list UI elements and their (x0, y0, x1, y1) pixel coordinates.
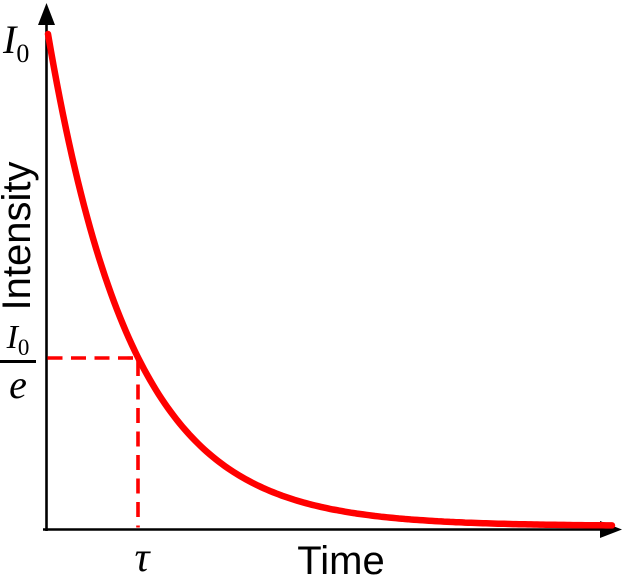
i0-label: I0 (3, 17, 29, 67)
fraction-denominator: e (9, 362, 27, 407)
fraction-numerator: I0 (0, 316, 36, 363)
i0-label-base: I (3, 17, 17, 62)
i0-label-subscript: 0 (16, 39, 30, 68)
y-axis-arrow-icon (38, 3, 55, 25)
y-axis-title: Intensity (0, 161, 39, 311)
decay-curve (44, 30, 616, 529)
fraction-numerator-subscript: 0 (17, 335, 30, 360)
tau-label: τ (134, 535, 150, 581)
x-axis-title: Time (297, 539, 385, 581)
fraction-numerator-base: I (6, 319, 18, 356)
i0-over-e-label: I0 e (0, 316, 36, 406)
